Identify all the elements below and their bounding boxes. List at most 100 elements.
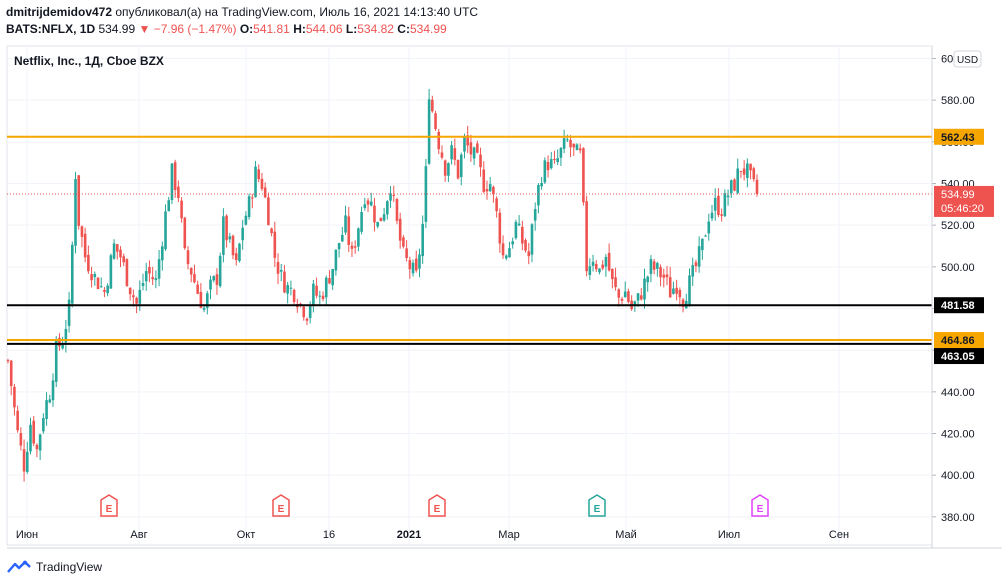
candle-body xyxy=(607,252,611,271)
candles xyxy=(6,88,759,482)
earnings-marker[interactable] xyxy=(588,494,606,517)
candle-body xyxy=(93,273,97,278)
candle-body xyxy=(713,197,717,211)
candle-body xyxy=(58,337,61,347)
candle-body xyxy=(186,250,190,265)
candle-body xyxy=(128,287,132,295)
candle-body xyxy=(234,253,238,261)
candle-body xyxy=(373,205,376,223)
candle-body xyxy=(431,99,434,112)
price-change: −7.96 (−1.47%) xyxy=(153,22,237,36)
candle-body xyxy=(488,184,492,192)
candle-body xyxy=(99,286,103,288)
author-name[interactable]: dmitrijdemidov472 xyxy=(6,5,113,19)
last-price: 534.99 xyxy=(98,22,136,36)
candle-body xyxy=(344,215,347,233)
candle-body xyxy=(562,138,566,149)
candle-body xyxy=(569,140,572,148)
candle-body xyxy=(13,386,16,408)
candle-body xyxy=(135,297,138,304)
candle-body xyxy=(87,254,90,272)
candle-body xyxy=(173,162,177,191)
candle-body xyxy=(578,148,582,151)
high-label: H: xyxy=(293,22,306,36)
horizontal-lines[interactable] xyxy=(7,135,932,345)
candle-body xyxy=(209,279,212,290)
last-price-label-bg xyxy=(934,185,994,217)
candle-body xyxy=(38,434,42,451)
hline-price-label: 464.86 xyxy=(941,335,975,347)
candle-body xyxy=(244,215,248,225)
candle-body xyxy=(656,263,659,269)
candle-body xyxy=(463,137,466,152)
candle-body xyxy=(64,328,68,343)
candle-body xyxy=(517,223,521,226)
candle-body xyxy=(495,198,498,212)
publish-info: dmitrijdemidov472 опубликовал(а) на Trad… xyxy=(6,5,478,20)
candle-body xyxy=(83,233,87,258)
candle-body xyxy=(504,255,508,259)
candle-body xyxy=(591,261,595,266)
candle-body xyxy=(575,144,579,151)
candle-body xyxy=(347,216,351,245)
candle-body xyxy=(418,254,421,269)
candle-body xyxy=(138,289,142,304)
candle-body xyxy=(96,277,100,290)
candle-body xyxy=(148,266,151,274)
candle-body xyxy=(267,197,270,226)
candle-body xyxy=(228,236,232,240)
candle-body xyxy=(659,267,662,278)
tradingview-logo-icon xyxy=(7,560,31,573)
candle-body xyxy=(302,306,306,318)
candle-body xyxy=(360,212,363,232)
candle-body xyxy=(710,212,714,219)
high-value: 544.06 xyxy=(305,22,343,36)
candle-body xyxy=(45,400,48,419)
earnings-marker[interactable] xyxy=(751,494,769,517)
candle-body xyxy=(427,99,431,164)
countdown-label: 05:46:20 xyxy=(941,203,984,215)
hline-price-label: 481.58 xyxy=(941,300,975,312)
x-tick-label: Авг xyxy=(130,529,147,541)
earnings-marker[interactable] xyxy=(428,494,446,517)
candle-body xyxy=(749,163,752,171)
axes: 380.00400.00420.00440.00460.00480.00500.… xyxy=(7,46,1002,549)
candle-body xyxy=(402,237,405,247)
candle-body xyxy=(704,235,707,237)
candle-body xyxy=(411,262,415,274)
candle-body xyxy=(752,168,756,180)
candle-body xyxy=(308,306,312,319)
currency-button[interactable] xyxy=(953,50,982,68)
y-tick-label: 580.00 xyxy=(941,95,975,107)
candle-body xyxy=(289,287,293,289)
candle-body xyxy=(51,380,55,401)
brand-name[interactable]: TradingView xyxy=(36,560,103,574)
y-tick-label: 420.00 xyxy=(941,429,975,441)
candle-body xyxy=(61,344,64,349)
candle-body xyxy=(32,420,36,444)
candle-body xyxy=(540,182,543,187)
candle-body xyxy=(398,218,402,241)
candle-body xyxy=(424,166,428,222)
grid-lines xyxy=(6,45,933,546)
earnings-marker-label: E xyxy=(434,504,441,515)
candle-body xyxy=(334,249,338,271)
hline-price-label-bg xyxy=(934,348,984,365)
candle-body xyxy=(353,246,357,248)
earnings-marker[interactable] xyxy=(100,494,118,517)
candle-body xyxy=(582,148,585,203)
candle-body xyxy=(247,196,251,218)
candle-body xyxy=(286,284,289,294)
low-value: 534.82 xyxy=(357,22,394,36)
candle-body xyxy=(668,277,672,298)
candle-body xyxy=(151,277,154,280)
earnings-marker-label: E xyxy=(106,504,113,515)
hline-price-label-bg xyxy=(934,297,984,314)
candle-body xyxy=(144,271,148,282)
candle-body xyxy=(363,204,367,209)
candle-body xyxy=(681,299,685,308)
candle-body xyxy=(472,147,476,159)
earnings-marker[interactable] xyxy=(272,494,290,517)
